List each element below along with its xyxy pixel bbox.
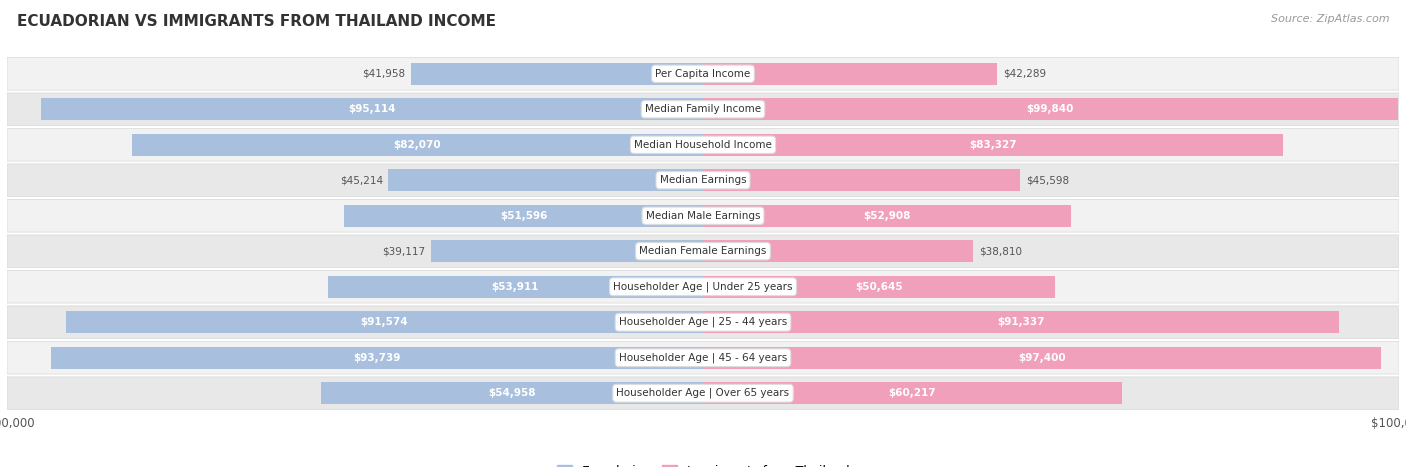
FancyBboxPatch shape	[7, 270, 1399, 303]
Text: Median Male Earnings: Median Male Earnings	[645, 211, 761, 221]
Text: Median Female Earnings: Median Female Earnings	[640, 246, 766, 256]
Text: Householder Age | 45 - 64 years: Householder Age | 45 - 64 years	[619, 353, 787, 363]
Bar	[703, 276, 1056, 298]
Bar	[411, 63, 703, 85]
Bar	[51, 347, 703, 369]
Text: $91,337: $91,337	[997, 317, 1045, 327]
Text: Median Family Income: Median Family Income	[645, 104, 761, 114]
Bar	[344, 205, 703, 227]
Bar	[132, 134, 703, 156]
FancyBboxPatch shape	[7, 235, 1399, 268]
Bar	[703, 240, 973, 262]
Bar	[430, 240, 703, 262]
Text: $83,327: $83,327	[969, 140, 1017, 150]
FancyBboxPatch shape	[7, 57, 1399, 90]
Text: Per Capita Income: Per Capita Income	[655, 69, 751, 79]
Text: $41,958: $41,958	[363, 69, 405, 79]
Bar	[66, 311, 703, 333]
Bar	[703, 63, 997, 85]
Text: $99,840: $99,840	[1026, 104, 1074, 114]
Text: $39,117: $39,117	[382, 246, 425, 256]
FancyBboxPatch shape	[7, 164, 1399, 197]
Text: $38,810: $38,810	[979, 246, 1022, 256]
Text: $45,598: $45,598	[1026, 175, 1069, 185]
FancyBboxPatch shape	[7, 306, 1399, 339]
Text: $97,400: $97,400	[1018, 353, 1066, 363]
Text: $60,217: $60,217	[889, 388, 936, 398]
FancyBboxPatch shape	[7, 93, 1399, 126]
Text: $54,958: $54,958	[488, 388, 536, 398]
Text: $91,574: $91,574	[360, 317, 408, 327]
Bar	[703, 134, 1282, 156]
FancyBboxPatch shape	[7, 199, 1399, 232]
Text: Median Earnings: Median Earnings	[659, 175, 747, 185]
Bar	[388, 169, 703, 191]
FancyBboxPatch shape	[7, 341, 1399, 374]
FancyBboxPatch shape	[7, 377, 1399, 410]
Text: $50,645: $50,645	[855, 282, 903, 292]
Text: Householder Age | Under 25 years: Householder Age | Under 25 years	[613, 282, 793, 292]
Legend: Ecuadorian, Immigrants from Thailand: Ecuadorian, Immigrants from Thailand	[551, 460, 855, 467]
Text: $93,739: $93,739	[353, 353, 401, 363]
Text: $82,070: $82,070	[394, 140, 441, 150]
Bar	[703, 169, 1021, 191]
Text: Source: ZipAtlas.com: Source: ZipAtlas.com	[1271, 14, 1389, 24]
Text: Median Household Income: Median Household Income	[634, 140, 772, 150]
Text: ECUADORIAN VS IMMIGRANTS FROM THAILAND INCOME: ECUADORIAN VS IMMIGRANTS FROM THAILAND I…	[17, 14, 496, 29]
Text: Householder Age | 25 - 44 years: Householder Age | 25 - 44 years	[619, 317, 787, 327]
Bar	[41, 98, 703, 120]
Bar	[703, 205, 1071, 227]
Text: $51,596: $51,596	[499, 211, 547, 221]
Text: $53,911: $53,911	[492, 282, 538, 292]
Bar	[328, 276, 703, 298]
Bar	[703, 98, 1398, 120]
Bar	[703, 311, 1339, 333]
Text: $52,908: $52,908	[863, 211, 911, 221]
Text: $95,114: $95,114	[349, 104, 395, 114]
FancyBboxPatch shape	[7, 128, 1399, 161]
Text: $42,289: $42,289	[1002, 69, 1046, 79]
Bar	[703, 382, 1122, 404]
Text: $45,214: $45,214	[340, 175, 382, 185]
Text: Householder Age | Over 65 years: Householder Age | Over 65 years	[616, 388, 790, 398]
Bar	[321, 382, 703, 404]
Bar	[703, 347, 1381, 369]
